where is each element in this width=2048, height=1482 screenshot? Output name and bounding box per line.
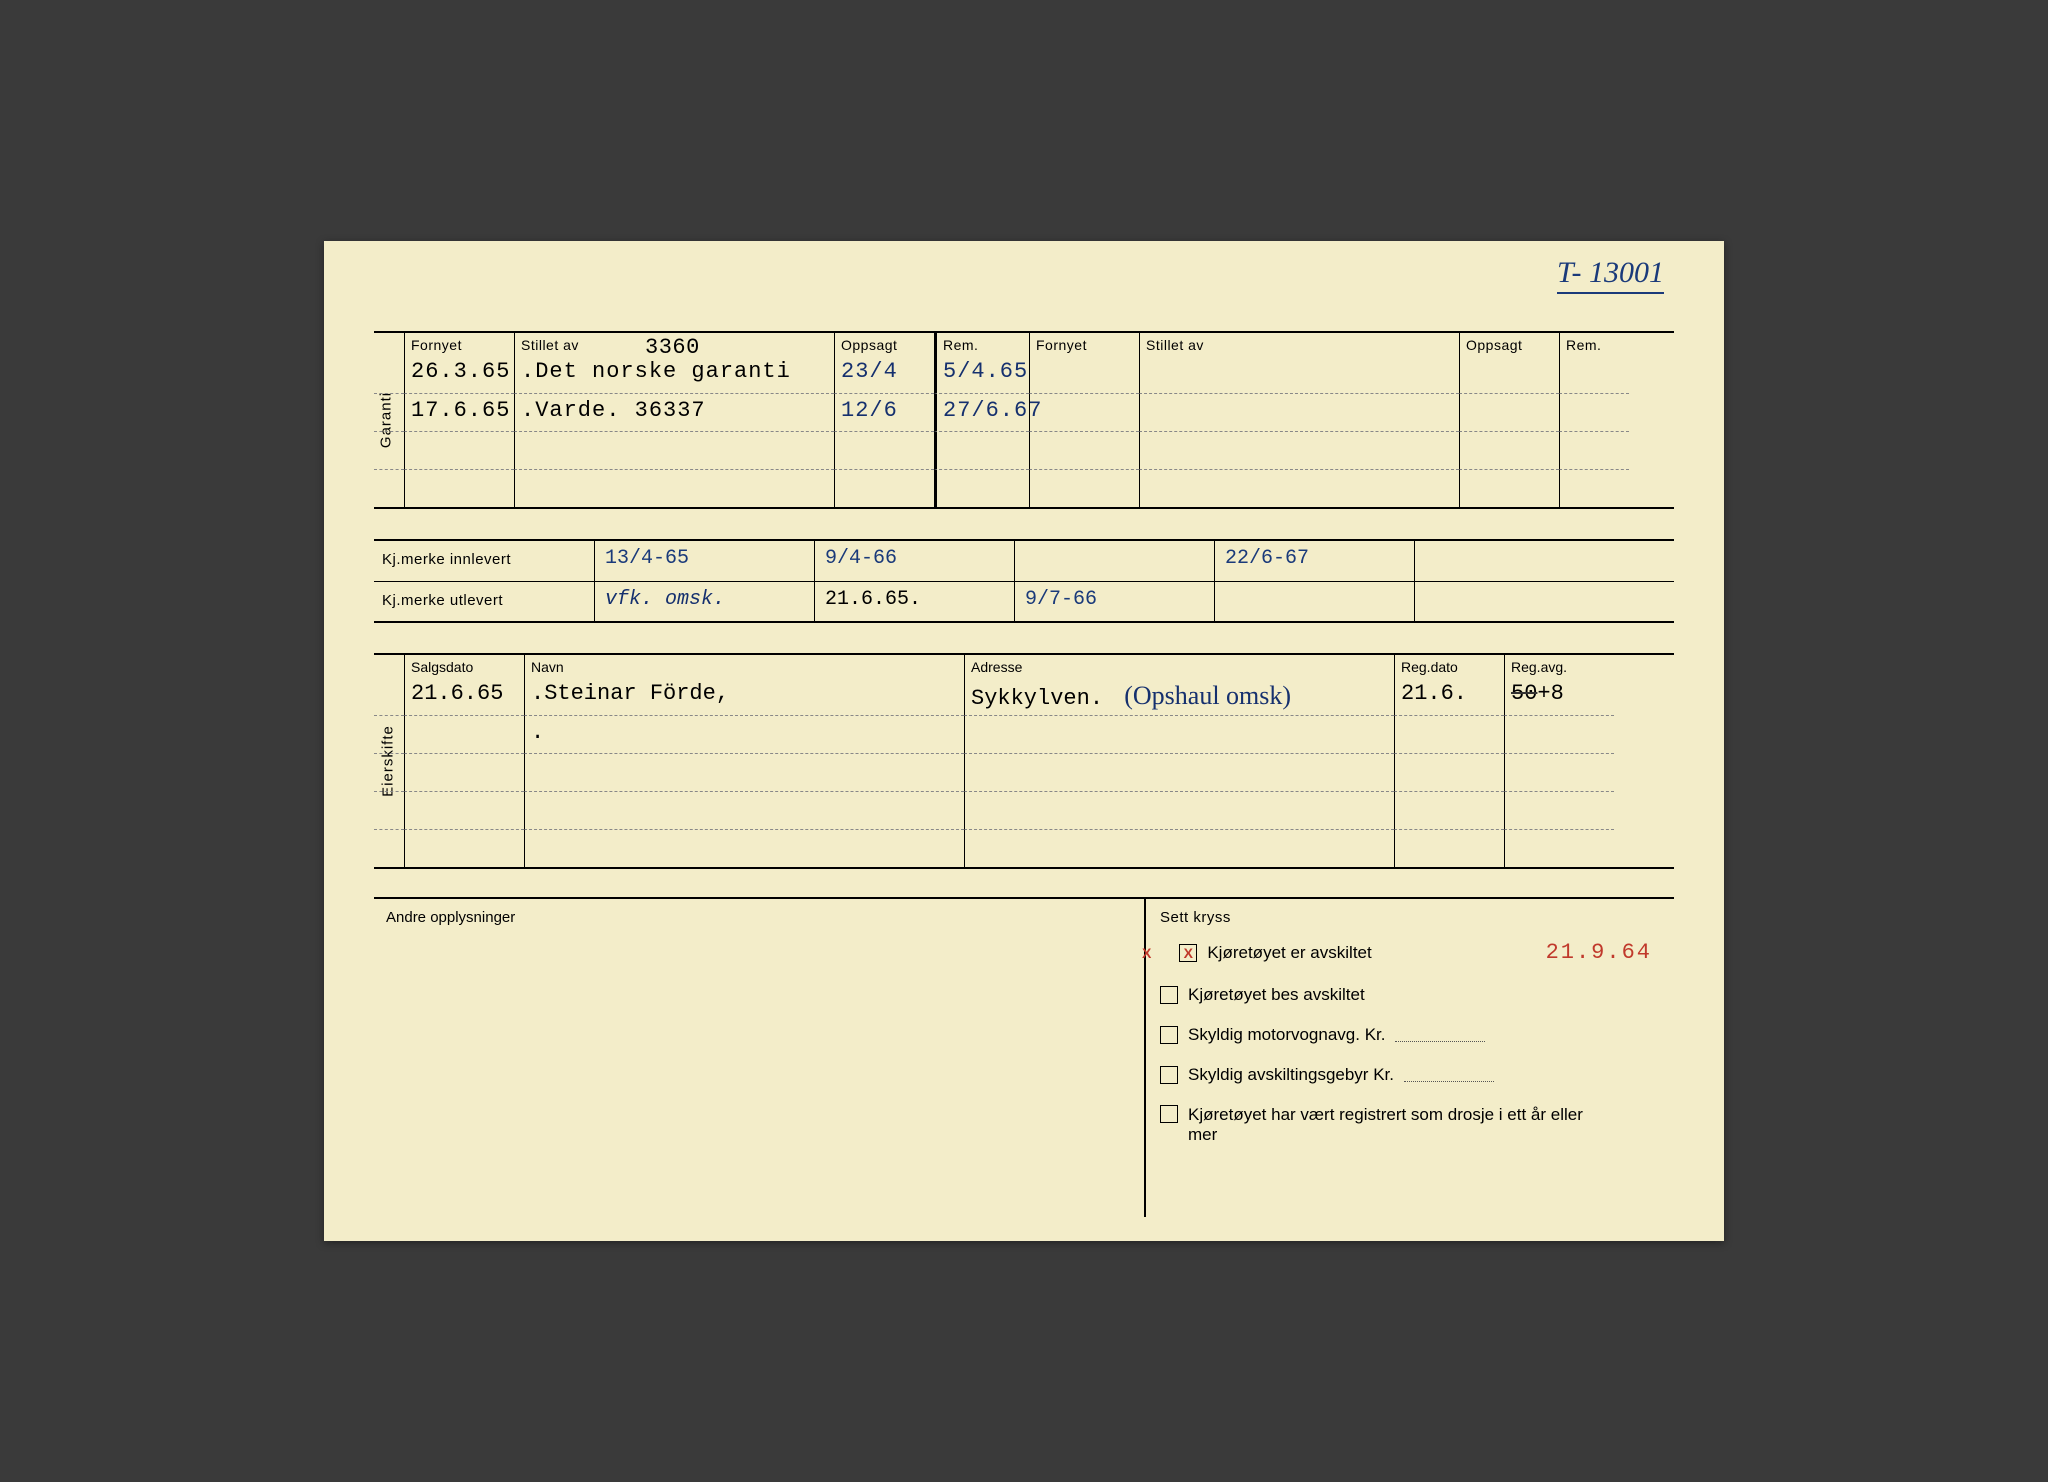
checkbox-bes-avskiltet: [1160, 986, 1178, 1004]
col-navn: Navn: [524, 655, 964, 677]
avskiltet-date: 21.9.64: [1546, 940, 1660, 965]
kryss-item-5: Kjøretøyet har vært registrert som drosj…: [1160, 1105, 1660, 1145]
kryss-item-3: Skyldig motorvognavg. Kr.: [1160, 1025, 1660, 1045]
eierskifte-section: Eierskifte Salgsdato Navn Adresse Reg.da…: [374, 653, 1674, 869]
col-stillet: Stillet av 3360: [514, 333, 834, 355]
eier-r1-avg: 50+8: [1504, 677, 1614, 715]
handwritten-id: T- 13001: [1557, 256, 1664, 294]
kryss-item-4: Skyldig avskiltingsgebyr Kr.: [1160, 1065, 1660, 1085]
col-regdato: Reg.dato: [1394, 655, 1504, 677]
kjm-in-5: [1414, 541, 1674, 581]
dotted-line: [1395, 1028, 1485, 1042]
bottom-section: Andre opplysninger Sett kryss X X Kjøret…: [374, 897, 1674, 1217]
kjm-innlevert-label: Kj.merke innlevert: [374, 541, 594, 581]
andre-opplysninger: Andre opplysninger: [374, 899, 1144, 1217]
col-adresse: Adresse: [964, 655, 1394, 677]
kryss-item-2: Kjøretøyet bes avskiltet: [1160, 985, 1660, 1005]
checkbox-drosje: [1160, 1105, 1178, 1123]
kjm-out-5: [1414, 582, 1674, 621]
kjmerke-section: Kj.merke innlevert 13/4-65 9/4-66 22/6-6…: [374, 539, 1674, 623]
garanti-r2-stillet: .Varde. 36337: [514, 393, 834, 431]
col-stillet-2: Stillet av: [1139, 333, 1459, 355]
eier-r1-reg: 21.6.: [1394, 677, 1504, 715]
checkbox-avskiltet: X: [1179, 944, 1197, 962]
eier-r1-adr: Sykkylven. (Opshaul omsk): [964, 677, 1394, 715]
col-oppsagt: Oppsagt: [834, 333, 934, 355]
col-rem: Rem.: [934, 333, 1029, 355]
extra-x-mark: X: [1142, 945, 1151, 961]
kjm-in-2: 9/4-66: [814, 541, 1014, 581]
registration-card: T- 13001 Garanti Fornyet Stillet av 3360…: [324, 241, 1724, 1241]
eier-r1-dato: 21.6.65: [404, 677, 524, 715]
checkbox-motorvognavg: [1160, 1026, 1178, 1044]
garanti-r2-rem: 27/6.67: [934, 393, 1029, 431]
kjm-out-4: [1214, 582, 1414, 621]
kryss-label-4: Skyldig avskiltingsgebyr Kr.: [1188, 1065, 1394, 1085]
garanti-r1-fornyet: 26.3.65: [404, 355, 514, 393]
kryss-item-1: X X Kjøretøyet er avskiltet 21.9.64: [1160, 940, 1660, 965]
eier-r1-adr-hand: (Opshaul omsk): [1124, 681, 1291, 710]
kryss-label-2: Kjøretøyet bes avskiltet: [1188, 985, 1365, 1005]
kjm-utlevert-label: Kj.merke utlevert: [374, 582, 594, 621]
col-fornyet-2: Fornyet: [1029, 333, 1139, 355]
checkbox-avskiltingsgebyr: [1160, 1066, 1178, 1084]
dotted-line: [1404, 1068, 1494, 1082]
kryss-label-3: Skyldig motorvognavg. Kr.: [1188, 1025, 1385, 1045]
eier-r1-navn: .Steinar Förde,: [524, 677, 964, 715]
sett-kryss-title: Sett kryss: [1160, 909, 1660, 926]
kjm-in-3: [1014, 541, 1214, 581]
kryss-label-5: Kjøretøyet har vært registrert som drosj…: [1188, 1105, 1608, 1145]
col-regavg: Reg.avg.: [1504, 655, 1614, 677]
col-salgsdato: Salgsdato: [404, 655, 524, 677]
kjm-out-2: 21.6.65.: [814, 582, 1014, 621]
kjm-out-3: 9/7-66: [1014, 582, 1214, 621]
sett-kryss-panel: Sett kryss X X Kjøretøyet er avskiltet 2…: [1144, 899, 1674, 1217]
garanti-r2-fornyet: 17.6.65: [404, 393, 514, 431]
garanti-section: Garanti Fornyet Stillet av 3360 Oppsagt …: [374, 331, 1674, 509]
kryss-label-1: Kjøretøyet er avskiltet: [1207, 943, 1371, 963]
garanti-r1-oppsagt: 23/4: [834, 355, 934, 393]
garanti-r2-oppsagt: 12/6: [834, 393, 934, 431]
kjm-in-1: 13/4-65: [594, 541, 814, 581]
garanti-r1-rem: 5/4.65: [934, 355, 1029, 393]
kjm-out-1: vfk. omsk.: [594, 582, 814, 621]
col-oppsagt-2: Oppsagt: [1459, 333, 1559, 355]
col-fornyet: Fornyet: [404, 333, 514, 355]
garanti-r1-stillet: .Det norske garanti: [514, 355, 834, 393]
kjm-in-4: 22/6-67: [1214, 541, 1414, 581]
col-rem-2: Rem.: [1559, 333, 1629, 355]
